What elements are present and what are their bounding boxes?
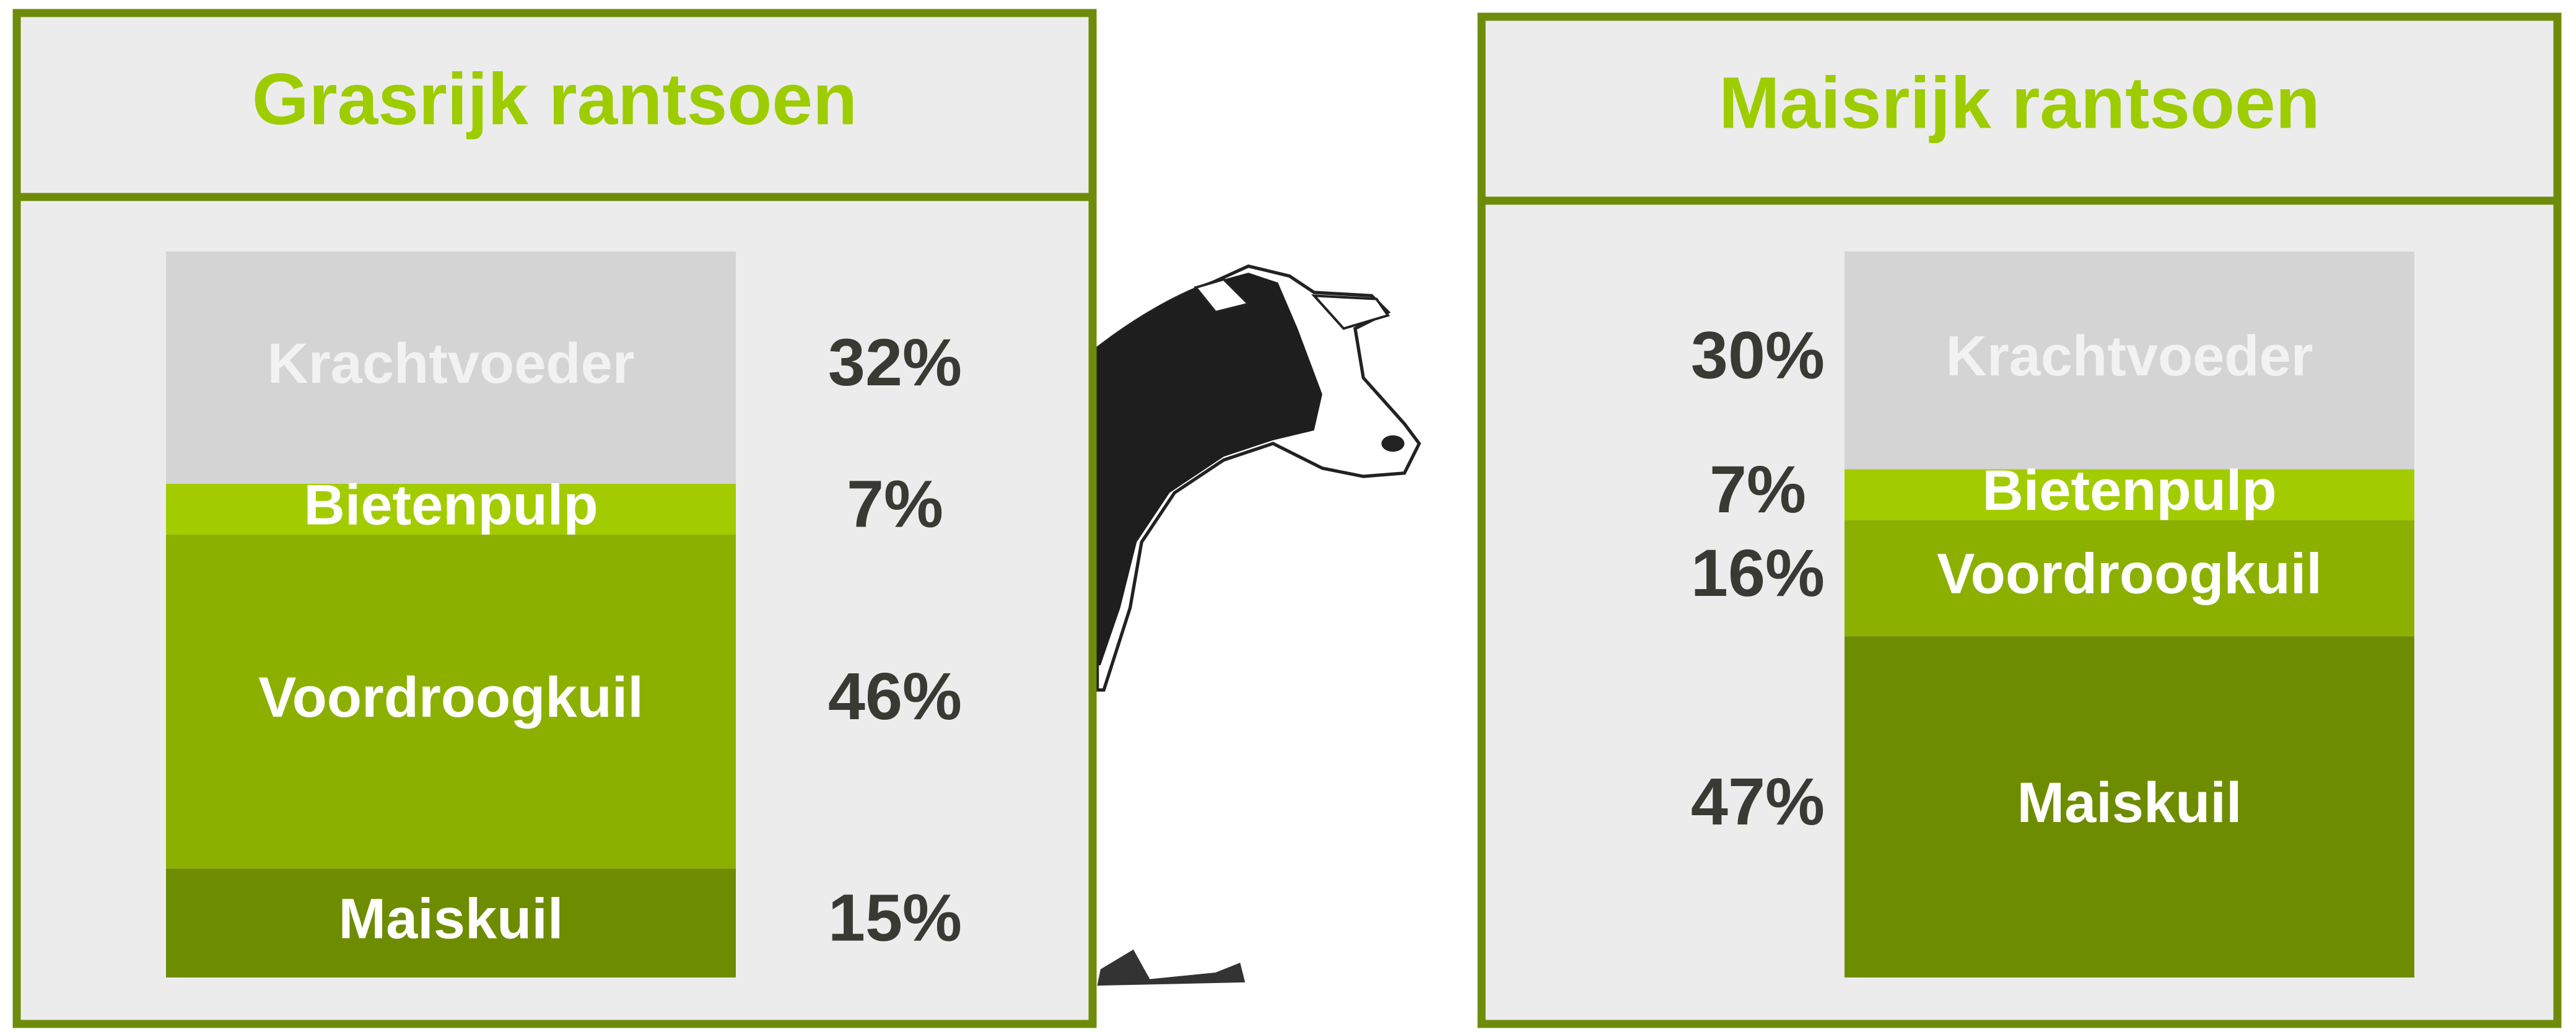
- segment-label: Bietenpulp: [1982, 459, 2276, 522]
- value-label: 30%: [1691, 317, 1825, 392]
- segment-label: Bietenpulp: [303, 473, 598, 536]
- value-label: 15%: [828, 880, 962, 955]
- segment-label: Voordroogkuil: [258, 666, 644, 729]
- cow-illustration: [1098, 266, 1420, 986]
- segment-label: Krachtvoeder: [267, 332, 634, 395]
- value-label: 7%: [1709, 452, 1806, 527]
- panel-title: Maisrijk rantsoen: [1719, 63, 2320, 144]
- segment-label: Maiskuil: [2017, 771, 2242, 834]
- panel-title: Grasrijk rantsoen: [252, 59, 857, 141]
- value-label: 46%: [828, 658, 962, 733]
- infographic: Grasrijk rantsoen Krachtvoeder 32% Bietenpu…: [0, 0, 2576, 1032]
- value-label: 7%: [847, 466, 943, 541]
- segment-label: Maiskuil: [338, 887, 563, 950]
- page: {"chart_data": [ {"type": "stacked-bar",…: [0, 0, 2576, 1032]
- value-label: 47%: [1691, 764, 1825, 839]
- value-label: 16%: [1691, 535, 1825, 610]
- value-label: 32%: [828, 325, 962, 400]
- segment-label: Voordroogkuil: [1937, 543, 2322, 606]
- segment-label: Krachtvoeder: [1945, 325, 2313, 388]
